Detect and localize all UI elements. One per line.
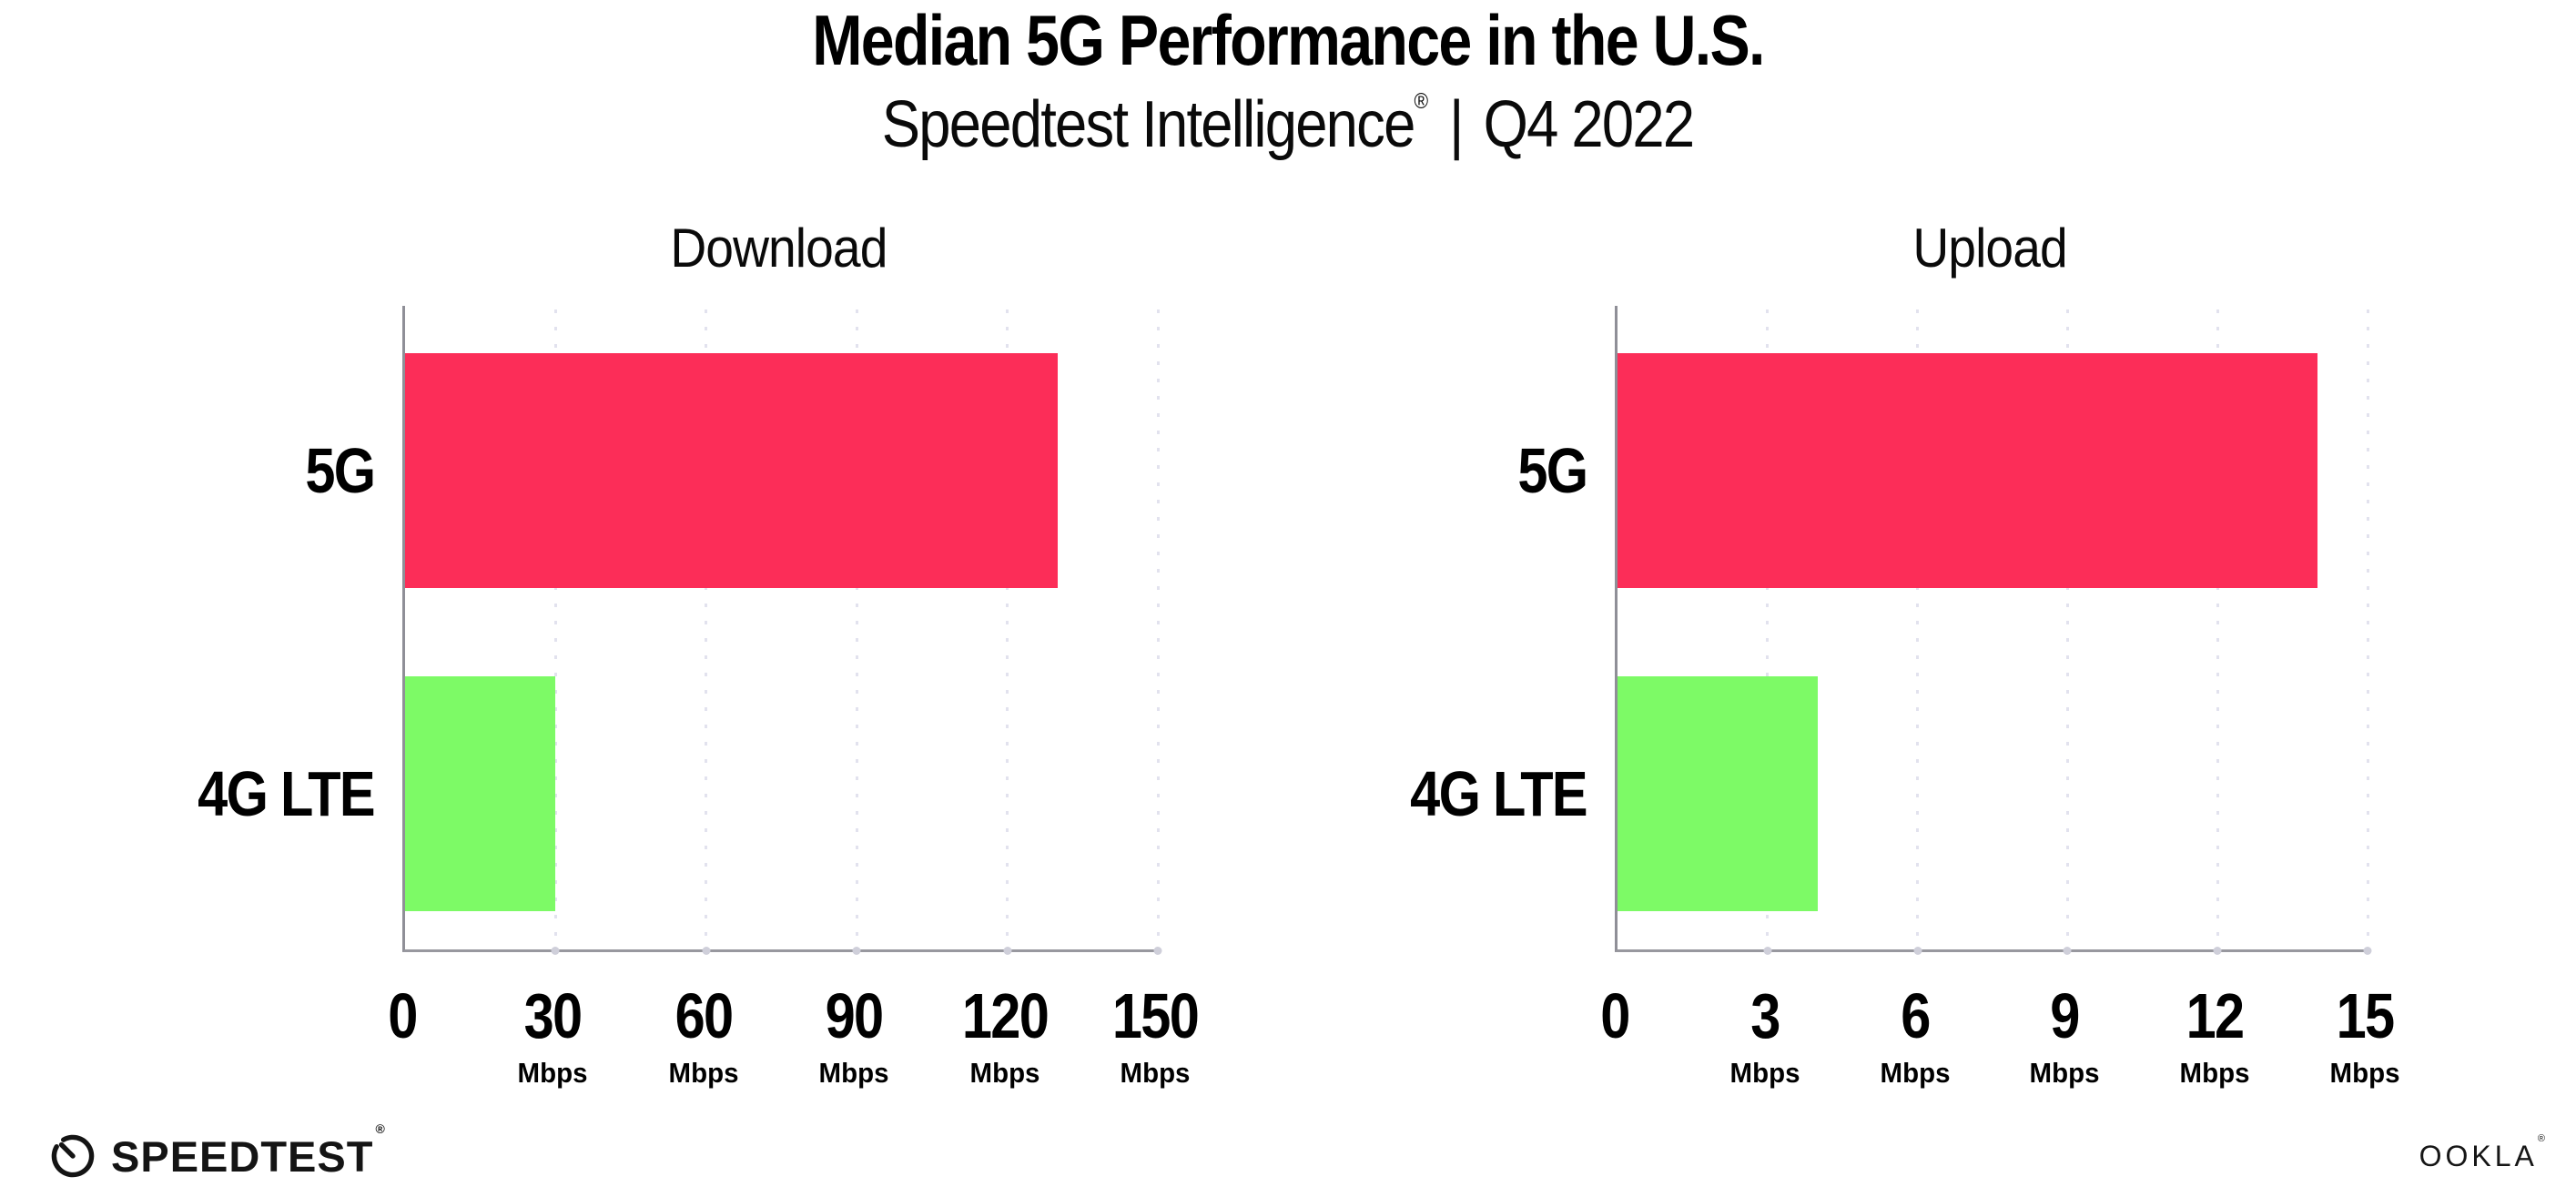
x-tick: 12 Mbps — [2178, 984, 2252, 1087]
x-tick-value: 60 — [674, 980, 733, 1051]
speedtest-wordmark: SPEEDTEST® — [111, 1121, 386, 1181]
category-label-5g: 5G — [1517, 435, 1588, 506]
x-tick-unit: Mbps — [1120, 1057, 1191, 1089]
x-tick-value: 90 — [825, 980, 884, 1051]
x-tick-value: 12 — [2186, 980, 2245, 1051]
gridline — [2366, 309, 2369, 949]
page-subtitle: Speedtest Intelligence® | Q4 2022 — [0, 86, 2576, 164]
x-tick-value: 150 — [1111, 980, 1200, 1051]
page-title-text: Median 5G Performance in the U.S. — [812, 0, 1765, 80]
x-tick-value: 0 — [388, 980, 418, 1051]
page-subtitle-text: Speedtest Intelligence® | Q4 2022 — [882, 86, 1696, 164]
upload-chart: Upload 5G 4G LTE 0 3 Mbps 6 Mbps 9 Mbps 12 Mbps 15… — [1410, 0, 2399, 1197]
subtitle-period: Q4 2022 — [1484, 88, 1696, 161]
bar-5g — [1618, 353, 2318, 588]
x-tick-unit: Mbps — [668, 1057, 739, 1089]
axis-tick-dot — [1003, 947, 1012, 955]
axis-tick-dot — [2363, 947, 2372, 955]
x-tick-value: 30 — [523, 980, 583, 1051]
x-tick-unit: Mbps — [517, 1057, 588, 1089]
x-tick-unit: Mbps — [2179, 1057, 2250, 1089]
ookla-wordmark: OOKLA — [2419, 1140, 2538, 1172]
x-tick-unit: Mbps — [818, 1057, 889, 1089]
axis-tick-dot — [2213, 947, 2222, 955]
ookla-registered-mark: ® — [2537, 1133, 2545, 1144]
axis-tick-dot — [551, 947, 560, 955]
axis-tick-dot — [702, 947, 711, 955]
subtitle-separator: | — [1449, 88, 1464, 161]
download-x-axis: 0 30 Mbps 60 Mbps 90 Mbps 120 Mbps 150 Mbps — [388, 949, 1199, 1104]
speedtest-logo: SPEEDTEST® — [49, 1121, 386, 1182]
x-tick-unit: Mbps — [969, 1057, 1040, 1089]
x-tick-unit: Mbps — [1880, 1057, 1951, 1089]
bar-5g — [405, 353, 1058, 588]
gridline — [855, 309, 858, 949]
x-tick-value: 9 — [2050, 980, 2081, 1051]
gridline — [2216, 309, 2219, 949]
ookla-logo: OOKLA® — [2419, 1134, 2545, 1172]
gridline — [553, 309, 557, 949]
gridline — [2065, 309, 2069, 949]
bar-4g-lte — [1618, 676, 1818, 911]
page-title: Median 5G Performance in the U.S. — [0, 0, 2576, 80]
x-tick: 15 Mbps — [2328, 984, 2402, 1087]
x-tick: 60 Mbps — [666, 984, 740, 1087]
bar-4g-lte — [405, 676, 556, 911]
download-chart-title: Download — [670, 218, 887, 279]
x-tick: 3 Mbps — [1728, 984, 1801, 1087]
x-tick: 0 — [386, 984, 420, 1048]
gridline — [1766, 309, 1770, 949]
x-tick-value: 120 — [961, 980, 1050, 1051]
category-label-5g: 5G — [305, 435, 376, 506]
registered-mark: ® — [1414, 89, 1429, 114]
x-tick: 0 — [1598, 984, 1632, 1048]
subtitle-brand: Speedtest Intelligence — [882, 88, 1416, 161]
x-tick: 150 Mbps — [1105, 984, 1206, 1087]
download-plot-area: 5G 4G LTE — [198, 306, 1162, 955]
category-label-4g-lte: 4G LTE — [198, 758, 375, 829]
gridline — [1156, 309, 1160, 949]
gridline — [1916, 309, 1920, 949]
x-tick: 30 Mbps — [516, 984, 590, 1087]
axis-tick-dot — [2063, 947, 2072, 955]
x-tick: 9 Mbps — [2028, 984, 2102, 1087]
category-label-4g-lte: 4G LTE — [1410, 758, 1587, 829]
upload-x-axis: 0 3 Mbps 6 Mbps 9 Mbps 12 Mbps 15 Mbps — [1600, 949, 2399, 1104]
x-tick: 6 Mbps — [1878, 984, 1952, 1087]
gridline — [705, 309, 708, 949]
upload-plot-area: 5G 4G LTE — [1410, 306, 2372, 955]
x-tick: 120 Mbps — [954, 984, 1055, 1087]
gridline — [1006, 309, 1009, 949]
axis-tick-dot — [1763, 947, 1772, 955]
x-tick-value: 3 — [1750, 980, 1780, 1051]
download-chart: Download 5G 4G LTE 0 30 Mbps 60 Mbps 90 Mbps 120… — [198, 0, 1199, 1197]
x-tick-unit: Mbps — [2029, 1057, 2100, 1089]
x-tick: 90 Mbps — [817, 984, 891, 1087]
axis-tick-dot — [852, 947, 861, 955]
upload-chart-title: Upload — [1912, 218, 2067, 279]
x-tick-unit: Mbps — [2329, 1057, 2400, 1089]
speedtest-gauge-icon — [51, 1134, 95, 1178]
x-tick-value: 6 — [1900, 980, 1931, 1051]
speedtest-registered-mark: ® — [375, 1121, 386, 1136]
x-tick-unit: Mbps — [1729, 1057, 1800, 1089]
axis-tick-dot — [1153, 947, 1162, 955]
x-tick-value: 15 — [2336, 980, 2395, 1051]
axis-tick-dot — [1913, 947, 1922, 955]
x-tick-value: 0 — [1600, 980, 1630, 1051]
